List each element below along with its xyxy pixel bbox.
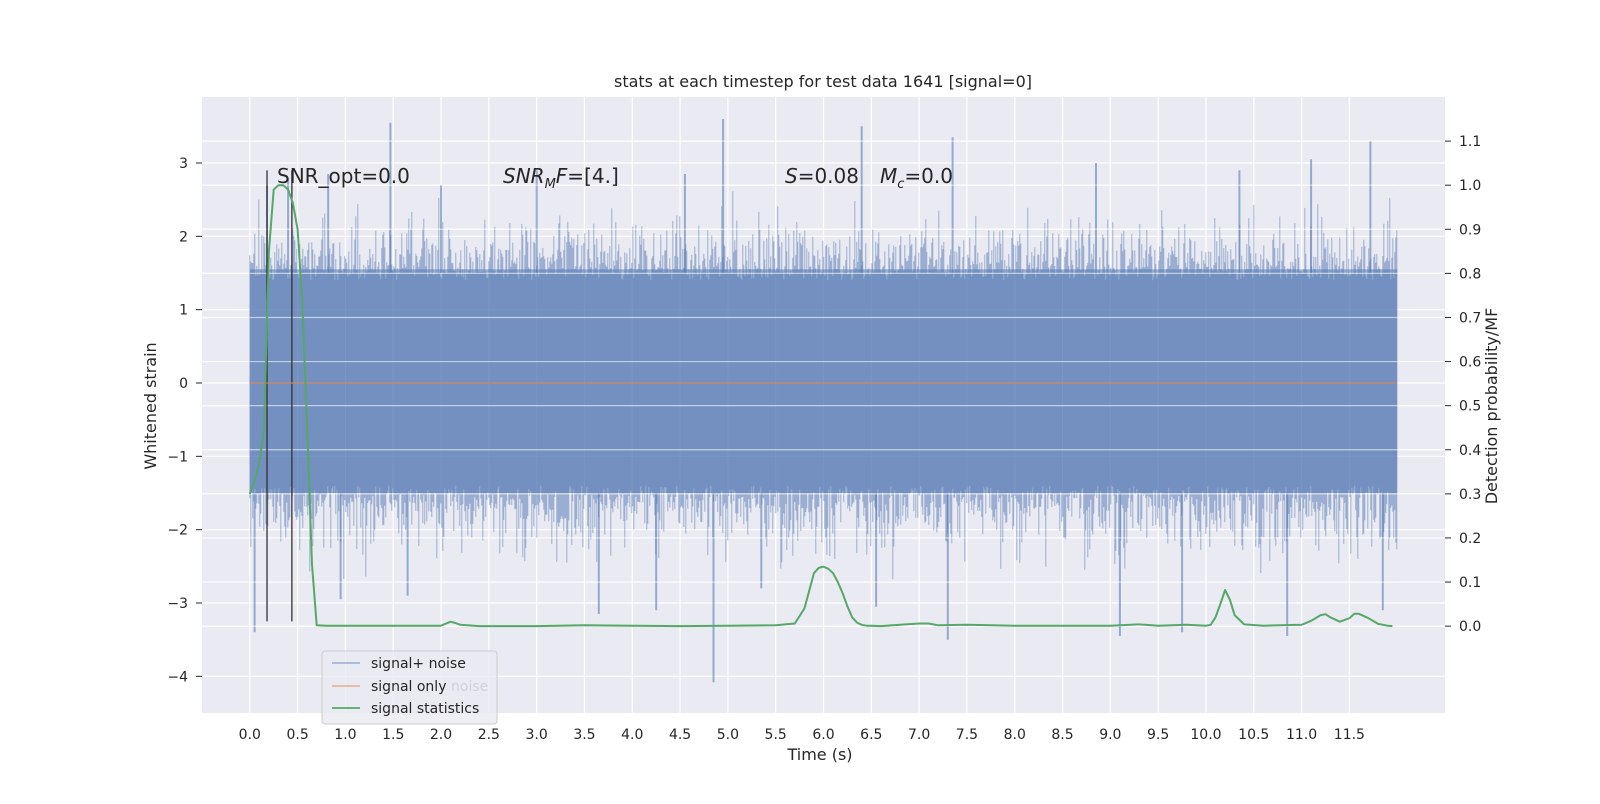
right-y-tick-label: 0.1 (1459, 575, 1481, 591)
right-y-tick-label: 0.4 (1459, 443, 1481, 459)
left-y-tick-label: −1 (167, 449, 188, 465)
x-tick-label: 5.0 (717, 727, 739, 743)
x-tick-label: 10.0 (1190, 727, 1221, 743)
x-tick-label: 2.0 (430, 727, 452, 743)
annotation-snr-mf-value: =[4.] (567, 164, 618, 188)
annotation-snr-mf-sub: M (545, 177, 556, 192)
right-y-tick-label: 1.1 (1459, 134, 1481, 150)
x-axis-label: Time (s) (786, 745, 852, 764)
x-tick-label: 5.5 (765, 727, 787, 743)
left-y-axis-ticks: −4 −3 −2 −1 0 1 2 3 (167, 156, 202, 685)
left-y-tick-label: 2 (179, 229, 188, 245)
legend-entry-signal-statistics: signal statistics (371, 701, 479, 717)
x-tick-label: 11.0 (1286, 727, 1317, 743)
x-tick-label: 8.0 (1004, 727, 1026, 743)
x-tick-label: 0.5 (286, 727, 308, 743)
x-tick-label: 7.0 (908, 727, 930, 743)
left-y-tick-label: 3 (179, 156, 188, 172)
x-tick-label: 9.0 (1099, 727, 1121, 743)
x-tick-label: 2.5 (478, 727, 500, 743)
legend: signal+ noise noise signal only signal s… (321, 650, 498, 725)
right-y-tick-label: 0.8 (1459, 266, 1481, 282)
x-tick-label: 6.0 (812, 727, 834, 743)
x-tick-label: 6.5 (860, 727, 882, 743)
left-y-tick-label: −3 (167, 596, 188, 612)
annotation-snr-mf: SNRMF=[4.] (503, 164, 619, 192)
x-tick-label: 10.5 (1238, 727, 1269, 743)
x-tick-label: 3.0 (526, 727, 548, 743)
legend-entry-signal-only: signal only (371, 679, 446, 695)
vertical-markers (266, 170, 293, 622)
right-y-tick-label: 0.5 (1459, 399, 1481, 415)
x-tick-label: 1.0 (334, 727, 356, 743)
x-tick-label: 11.5 (1334, 727, 1365, 743)
annotation-snr-opt: SNR_opt=0.0 (277, 164, 410, 188)
left-y-tick-label: 0 (179, 376, 188, 392)
noise-spikes (249, 191, 1398, 580)
right-y-axis-label: Detection probability/MF (1482, 308, 1501, 505)
annotation-snr-mf-var: SNR (503, 164, 545, 188)
annotation-s: S=0.08 (785, 164, 859, 188)
right-y-tick-label: 0.9 (1459, 222, 1481, 238)
right-y-tick-label: 0.3 (1459, 487, 1481, 503)
right-y-tick-label: 0.0 (1459, 619, 1481, 635)
x-tick-label: 1.5 (382, 727, 404, 743)
x-tick-label: 0.0 (239, 727, 261, 743)
annotation-snr-mf-letter: F (556, 164, 568, 188)
left-y-axis-label: Whitened strain (141, 342, 160, 469)
right-y-tick-label: 0.6 (1459, 355, 1481, 371)
legend-entry-signal-noise: signal+ noise (371, 656, 466, 672)
signal-statistics-series (248, 184, 1393, 628)
right-y-tick-label: 0.2 (1459, 531, 1481, 547)
right-y-tick-label: 0.7 (1459, 310, 1481, 326)
x-tick-label: 3.5 (573, 727, 595, 743)
x-tick-label: 8.5 (1051, 727, 1073, 743)
signal-noise-series (249, 119, 1398, 683)
right-y-axis-ticks: 0.0 0.1 0.2 0.3 0.4 0.5 0.6 0.7 0.8 0.9 1.0 1.1 (1445, 134, 1481, 635)
chart-title: stats at each timestep for test data 164… (614, 72, 1032, 91)
legend-hidden-text: noise (451, 679, 488, 695)
right-y-tick-label: 1.0 (1459, 178, 1481, 194)
x-tick-label: 9.5 (1147, 727, 1169, 743)
left-y-tick-label: −4 (167, 669, 188, 685)
legend-box (321, 650, 498, 725)
left-y-tick-label: 1 (179, 303, 188, 319)
x-axis-ticks: 0.0 0.5 1.0 1.5 2.0 2.5 3.0 3.5 4.0 4.5 5.0 5.5 6.0 6… (239, 727, 1365, 743)
x-tick-label: 4.0 (621, 727, 643, 743)
left-y-tick-label: −2 (167, 523, 188, 539)
x-tick-label: 7.5 (956, 727, 978, 743)
x-tick-label: 4.5 (669, 727, 691, 743)
annotation-mc: Mc=0.0 (880, 164, 953, 192)
